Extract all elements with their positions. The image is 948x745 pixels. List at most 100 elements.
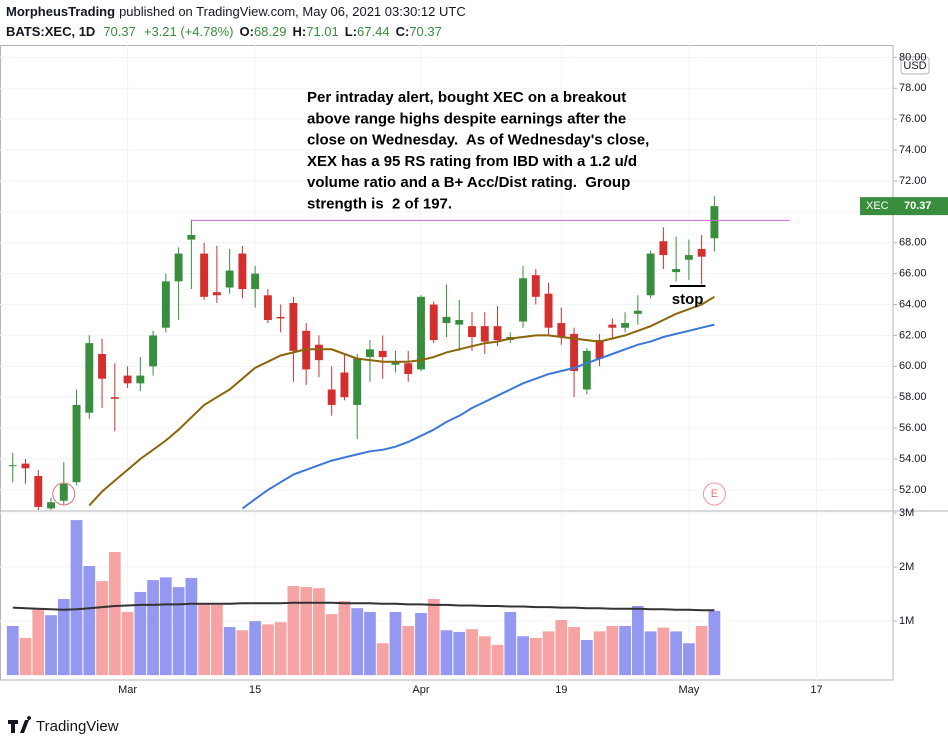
frame xyxy=(0,45,894,681)
candle-body xyxy=(417,296,425,370)
volume-bar xyxy=(364,611,376,676)
x-tick-label: 17 xyxy=(810,684,822,696)
volume-bar xyxy=(529,637,542,676)
y-tick-label: 62.00 xyxy=(899,329,927,341)
volume-bar xyxy=(185,577,198,676)
candle-body xyxy=(429,304,438,341)
candle-body xyxy=(621,323,630,328)
y-tick-label: 1M xyxy=(899,615,914,627)
volume-bar xyxy=(300,587,313,676)
price-label-value: 70.37 xyxy=(904,200,932,212)
candle-body xyxy=(531,275,540,297)
candle-body xyxy=(110,397,119,399)
volume-bar xyxy=(6,625,19,676)
volume-bar xyxy=(453,631,466,676)
volume-bar xyxy=(262,624,274,676)
volume-bar xyxy=(108,551,121,676)
y-tick-label: 76.00 xyxy=(899,113,927,125)
annotation-line: volume ratio and a B+ Acc/Dist rating. G… xyxy=(307,174,630,191)
y-tick-label: 64.00 xyxy=(899,298,927,310)
volume-bar xyxy=(580,640,593,676)
volume-bar xyxy=(440,630,453,676)
volume-bar xyxy=(83,566,96,676)
annotation-line: XEX has a 95 RS rating from IBD with a 1… xyxy=(307,153,637,170)
candle-body xyxy=(59,483,68,501)
candle-body xyxy=(544,293,553,328)
volume-bar xyxy=(517,636,529,676)
published: published on TradingView.com, May 06, 20… xyxy=(119,4,466,19)
volume-bar xyxy=(478,636,491,676)
volume-bar xyxy=(338,601,351,676)
volume-bar xyxy=(134,591,147,676)
volume-bar xyxy=(19,637,32,676)
volume-bar xyxy=(376,643,389,676)
volume-bar xyxy=(45,615,57,676)
volume-bar xyxy=(491,644,504,676)
candle-body xyxy=(570,333,579,371)
change: +3.21 (+4.78%) xyxy=(144,24,234,39)
annotation-line: above range highs despite earnings after… xyxy=(307,110,626,127)
currency-box xyxy=(900,56,930,75)
volume-bar xyxy=(172,587,185,676)
annotation-line: strength is 2 of 197. xyxy=(307,195,452,212)
earnings-circle xyxy=(702,482,726,506)
y-tick-label: 60.00 xyxy=(899,360,927,372)
candle-body xyxy=(161,281,170,328)
x-tick-label: 19 xyxy=(555,684,567,696)
y-tick-label: 52.00 xyxy=(899,484,927,496)
volume-bar xyxy=(683,643,695,676)
volume-bar xyxy=(708,610,721,676)
candle-body xyxy=(391,361,400,365)
volume-bar xyxy=(427,598,440,676)
candle-body xyxy=(442,316,451,324)
y-tick-label: 56.00 xyxy=(899,422,927,434)
y-tick-label: 2M xyxy=(899,561,914,573)
candle-body xyxy=(582,350,591,390)
candle-body xyxy=(455,319,464,325)
candle-body xyxy=(595,340,604,359)
volume-bar xyxy=(695,625,708,676)
volume-bar xyxy=(287,586,300,676)
volume-bar xyxy=(670,631,683,676)
price-label-symbol: XEC xyxy=(866,200,889,212)
candle-body xyxy=(85,343,94,413)
volume-bar xyxy=(57,598,70,676)
annotation-line: close on Wednesday. As of Wednesday's cl… xyxy=(307,132,649,149)
volume-bar xyxy=(619,625,631,676)
moving-average xyxy=(241,323,715,510)
candle-body xyxy=(34,476,43,507)
candle-body xyxy=(136,375,145,384)
candle-body xyxy=(340,372,349,398)
candle-body xyxy=(212,292,221,296)
o-label: O: xyxy=(240,24,254,39)
volume-bar xyxy=(32,609,45,676)
volume-bar xyxy=(415,613,427,676)
y-tick-label: 58.00 xyxy=(899,391,927,403)
volume-bar xyxy=(274,622,287,676)
candle-body xyxy=(519,278,527,322)
brand-logo xyxy=(8,716,32,733)
candle-body xyxy=(276,316,285,319)
price-label-box xyxy=(860,197,948,216)
volume-bar xyxy=(542,631,555,676)
volume-bar xyxy=(249,621,262,676)
candle-body xyxy=(404,363,413,375)
volume-bar xyxy=(657,627,670,676)
moving-average xyxy=(88,295,715,507)
candle-body xyxy=(289,302,298,351)
volume-bar xyxy=(159,577,172,676)
candle-body xyxy=(174,253,183,282)
symbol: BATS:XEC, 1D xyxy=(6,24,95,39)
y-tick-label: 78.00 xyxy=(899,82,927,94)
event-marker xyxy=(52,482,76,506)
volume-bar xyxy=(402,625,415,676)
annotation-line: Per intraday alert, bought XEC on a brea… xyxy=(307,89,626,106)
candle-body xyxy=(72,404,81,483)
volume-bar xyxy=(96,581,108,676)
c-label: C: xyxy=(396,24,410,39)
close-value: 70.37 xyxy=(409,24,442,39)
y-tick-label: 72.00 xyxy=(899,175,927,187)
low-value: 67.44 xyxy=(357,24,390,39)
volume-bar xyxy=(568,627,580,676)
